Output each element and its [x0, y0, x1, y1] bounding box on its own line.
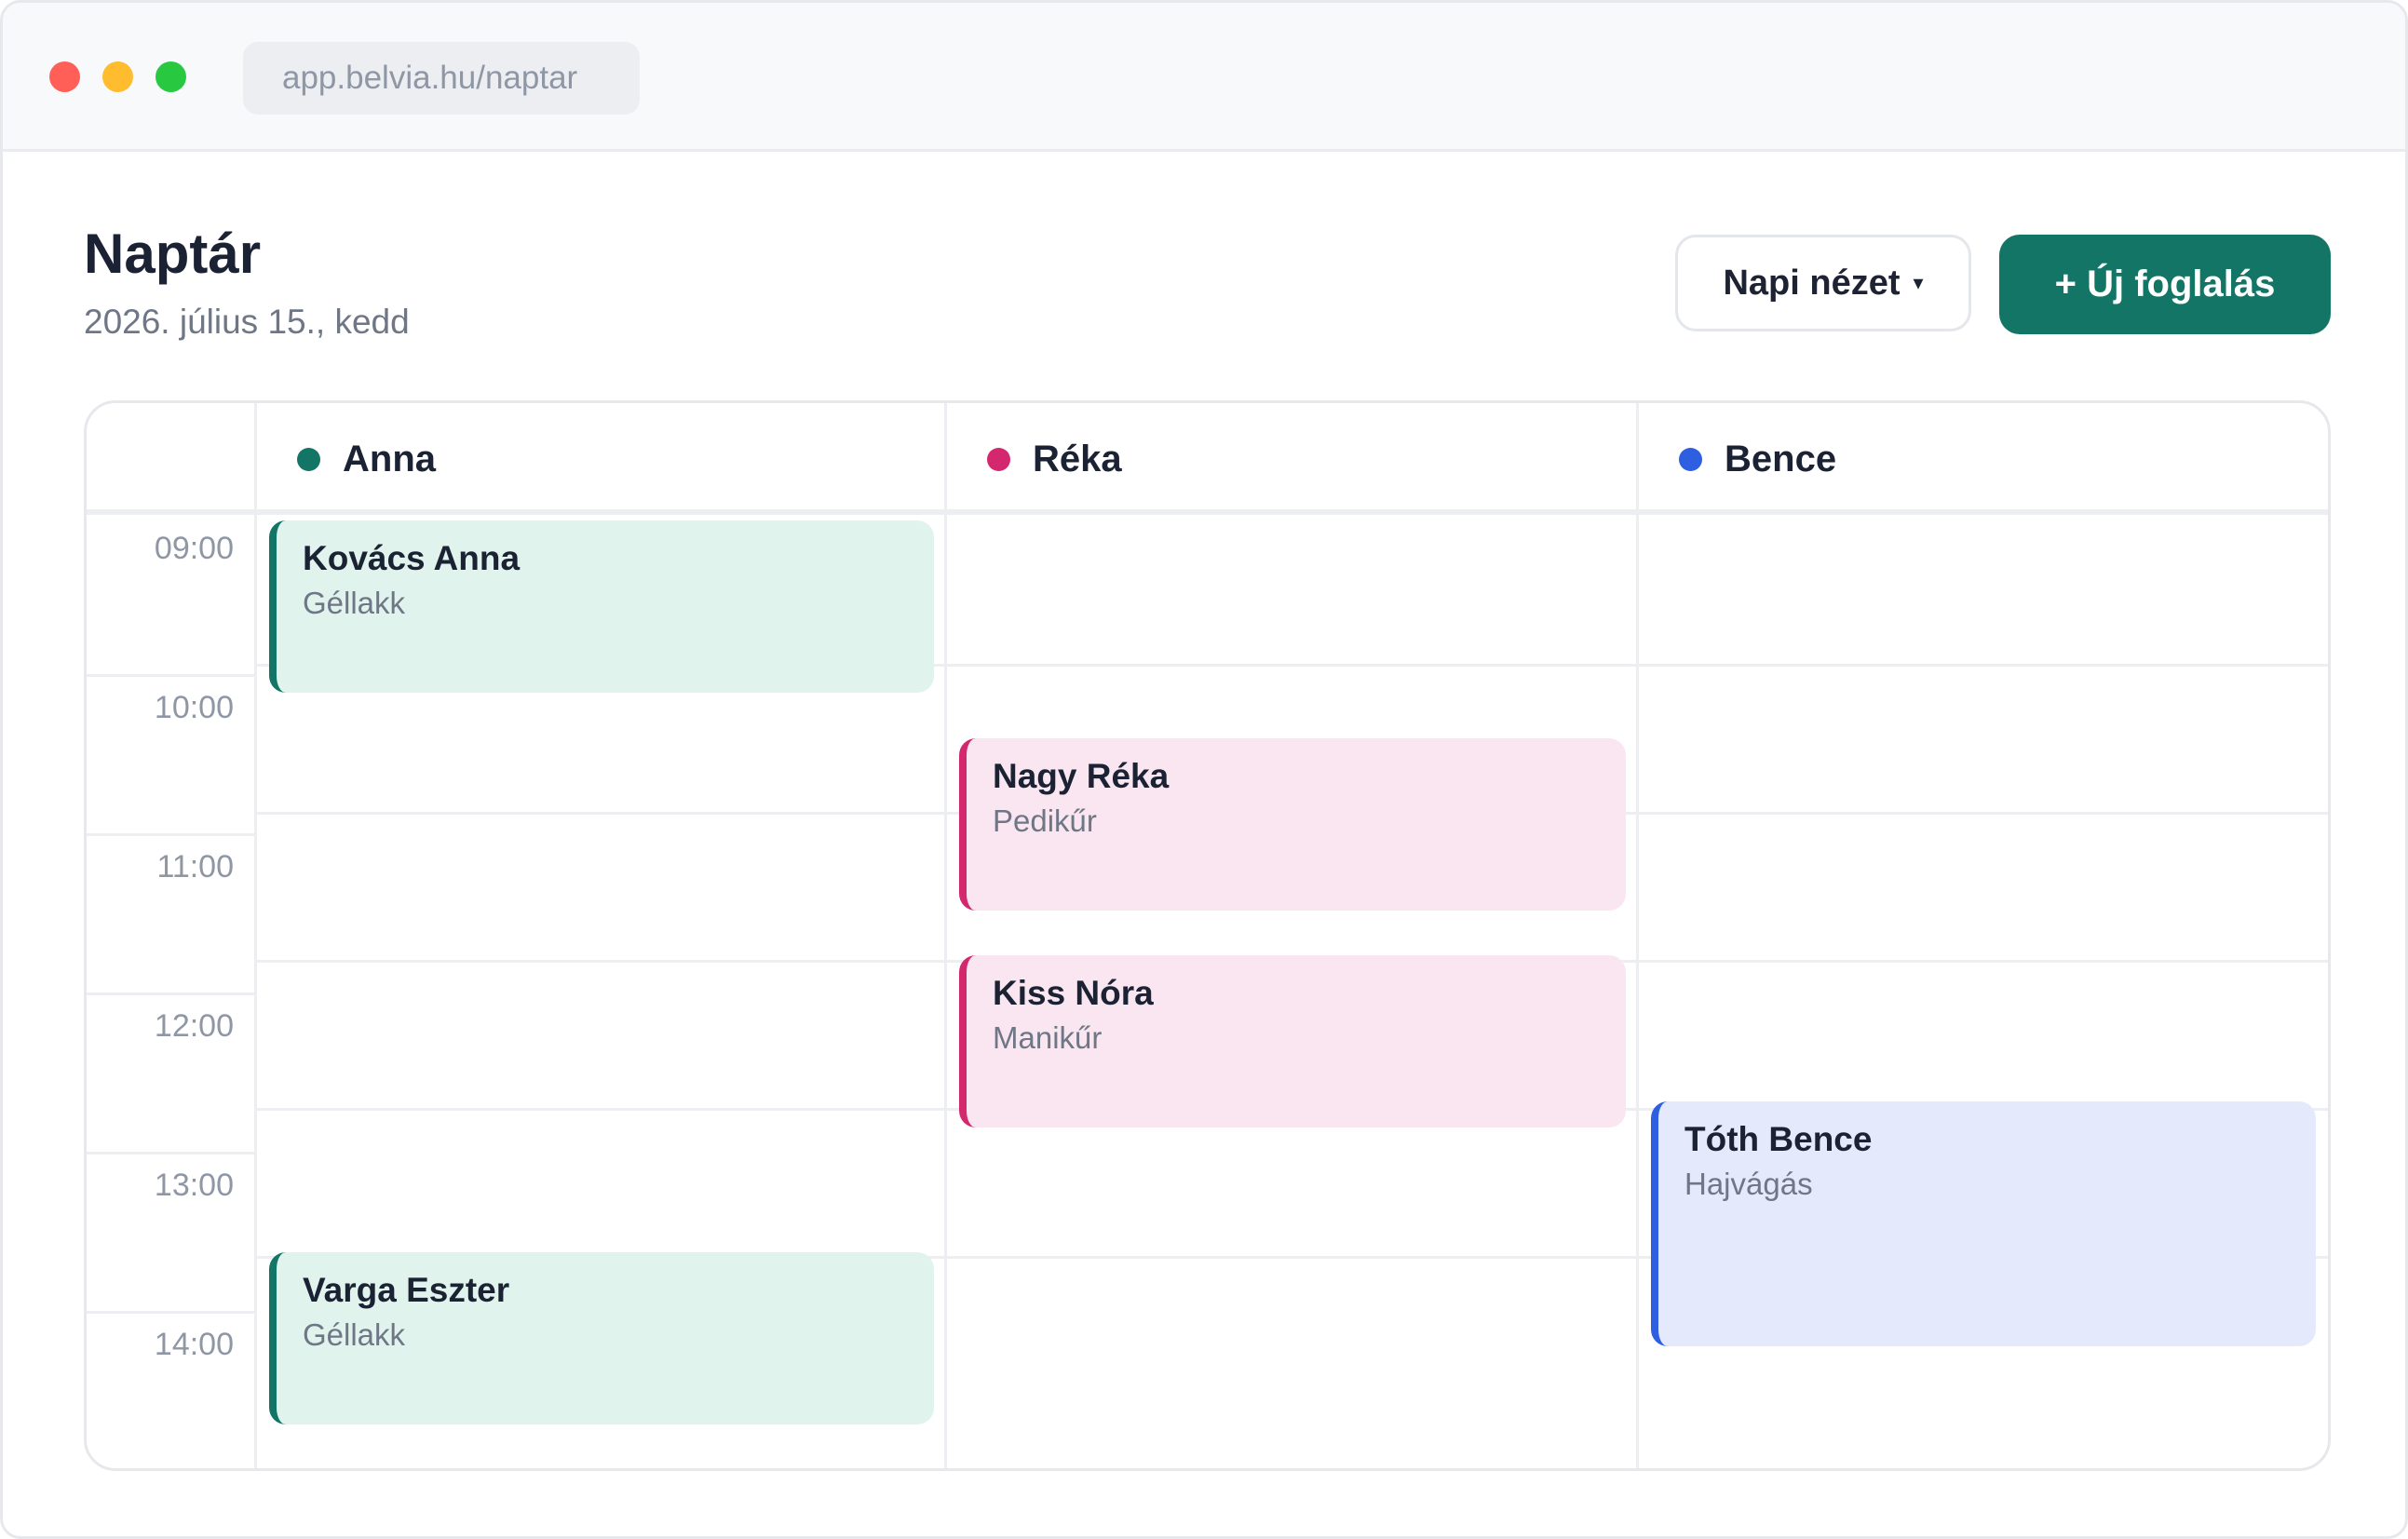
view-select-label: Napi nézet — [1723, 263, 1901, 303]
time-divider — [87, 1311, 254, 1314]
calendar-grid: Anna Réka Bence 09:00 10:00 11:00 12:00 — [84, 400, 2331, 1471]
column-separator — [944, 403, 947, 1468]
maximize-window-button[interactable] — [156, 61, 186, 92]
staff-column-header-anna[interactable]: Anna — [297, 403, 436, 515]
minimize-window-button[interactable] — [102, 61, 133, 92]
page-date: 2026. július 15., kedd — [84, 303, 410, 341]
staff-color-dot — [1679, 447, 1702, 471]
grid-hour-line — [254, 664, 2328, 667]
time-label: 10:00 — [154, 690, 234, 725]
staff-name: Réka — [1033, 438, 1122, 479]
booking-client-name: Kovács Anna — [303, 539, 521, 577]
staff-name: Anna — [343, 438, 436, 479]
booking-card[interactable]: Kovács Anna Géllakk — [269, 520, 934, 693]
column-separator — [254, 403, 257, 1468]
booking-client-name: Tóth Bence — [1684, 1120, 1873, 1158]
column-separator — [1636, 403, 1639, 1468]
booking-service: Hajvágás — [1684, 1167, 1813, 1201]
close-window-button[interactable] — [49, 61, 80, 92]
booking-service: Géllakk — [303, 586, 406, 620]
staff-column-header-bence[interactable]: Bence — [1679, 403, 1836, 515]
staff-color-dot — [987, 447, 1010, 471]
time-divider — [87, 674, 254, 677]
grid-hour-line — [254, 1256, 2328, 1259]
booking-card[interactable]: Nagy Réka Pedikűr — [959, 738, 1626, 911]
booking-client-name: Kiss Nóra — [993, 974, 1154, 1012]
booking-client-name: Nagy Réka — [993, 757, 1170, 795]
staff-column-header-reka[interactable]: Réka — [987, 403, 1122, 515]
time-label: 13:00 — [154, 1168, 234, 1203]
time-divider — [87, 1152, 254, 1154]
booking-client-name: Varga Eszter — [303, 1271, 510, 1309]
booking-card[interactable]: Kiss Nóra Manikűr — [959, 955, 1626, 1127]
view-select[interactable]: Napi nézet ▾ — [1675, 235, 1971, 331]
time-divider — [87, 992, 254, 995]
booking-service: Pedikűr — [993, 803, 1097, 838]
booking-card[interactable]: Varga Eszter Géllakk — [269, 1252, 934, 1424]
time-label: 12:00 — [154, 1008, 234, 1044]
staff-color-dot — [297, 447, 320, 471]
time-label: 09:00 — [154, 531, 234, 566]
caret-down-icon: ▾ — [1913, 271, 1924, 294]
staff-name: Bence — [1725, 438, 1837, 479]
address-bar[interactable]: app.belvia.hu/naptar — [243, 42, 640, 115]
booking-service: Manikűr — [993, 1020, 1103, 1055]
booking-service: Géllakk — [303, 1317, 406, 1352]
time-label: 11:00 — [156, 849, 234, 884]
browser-titlebar: app.belvia.hu/naptar — [3, 3, 2405, 152]
time-divider — [87, 833, 254, 836]
time-label: 14:00 — [154, 1327, 234, 1362]
calendar-header: Anna Réka Bence — [87, 403, 2328, 515]
booking-card[interactable]: Tóth Bence Hajvágás — [1651, 1101, 2316, 1346]
page-title: Naptár — [84, 223, 262, 285]
new-booking-button[interactable]: + Új foglalás — [1999, 235, 2331, 334]
